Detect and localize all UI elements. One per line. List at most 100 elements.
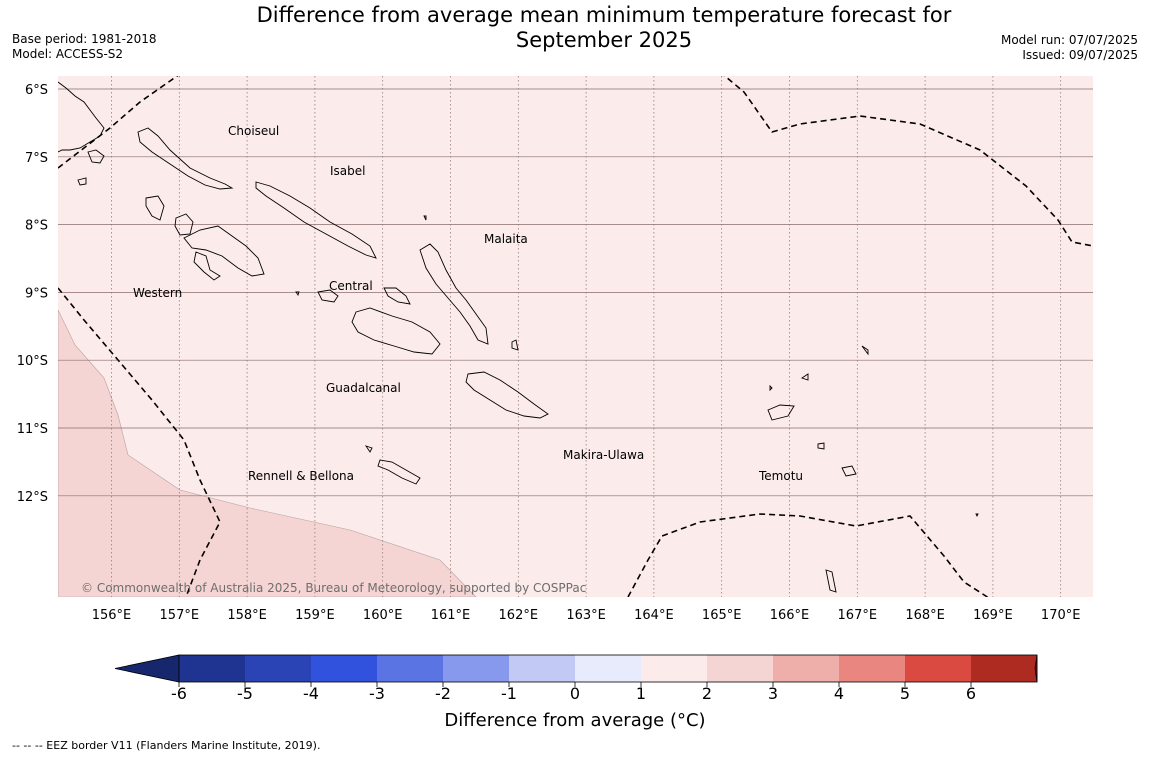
- colorbar-boxes: [114, 654, 1038, 683]
- islet: [77, 177, 87, 186]
- latitude-label: 6°S: [25, 83, 48, 98]
- temotu-islet: [817, 442, 825, 450]
- colorbar-box: [707, 655, 773, 682]
- colorbar-tick-label: -2: [435, 684, 451, 703]
- region-malaita: Malaita: [484, 232, 528, 246]
- makira-island: [465, 371, 549, 419]
- longitude-label: 162°E: [499, 608, 539, 620]
- longitude-label: 163°E: [566, 608, 606, 620]
- bougainville-coast: [58, 81, 105, 153]
- latitude-label: 7°S: [25, 151, 48, 166]
- ulawa-island: [511, 339, 519, 351]
- temotu-islet: [800, 373, 809, 381]
- latitude-labels: 6°S 7°S 8°S 9°S 10°S 11°S 12°S: [17, 83, 48, 505]
- colorbar-outline: [178, 654, 1038, 683]
- longitude-label: 160°E: [363, 608, 403, 620]
- colorbar-tick-label: 2: [702, 684, 712, 703]
- region-makira-ulawa: Makira-Ulawa: [563, 448, 644, 462]
- coastlines: [58, 81, 979, 593]
- longitude-label: 166°E: [770, 608, 810, 620]
- colorbar-tick-label: 5: [900, 684, 910, 703]
- russell-islands: [317, 289, 339, 303]
- colorbar-tick-label: 4: [834, 684, 844, 703]
- title-line-1: Difference from average mean minimum tem…: [256, 3, 952, 27]
- model-run: Model run: 07/07/2025: [1000, 33, 1138, 47]
- graticule: [58, 76, 1093, 597]
- islet: [423, 215, 427, 221]
- colorbar-ticks: -6 -5 -4 -3 -2 -1 0 1 2 3 4 5 6: [171, 682, 976, 703]
- region-rennell-bellona: Rennell & Bellona: [248, 469, 354, 483]
- western-islet: [193, 251, 221, 281]
- colorbar-tick-label: 1: [636, 684, 646, 703]
- region-temotu: Temotu: [758, 469, 803, 483]
- temotu-islet: [769, 384, 773, 392]
- region-western: Western: [133, 286, 182, 300]
- kolombangara-island: [174, 213, 194, 236]
- latitude-label: 9°S: [25, 286, 48, 301]
- region-labels: Choiseul Isabel Malaita Western Central …: [133, 124, 803, 483]
- longitude-label: 159°E: [295, 608, 335, 620]
- islet: [87, 149, 105, 164]
- latitude-label: 12°S: [17, 490, 48, 505]
- latitude-label: 8°S: [25, 219, 48, 234]
- islet: [295, 291, 300, 297]
- eez-legend-note: -- -- -- EEZ border V11 (Flanders Marine…: [12, 739, 321, 752]
- region-central: Central: [329, 279, 373, 293]
- latitude-label: 10°S: [17, 354, 48, 369]
- copyright-notice: © Commonwealth of Australia 2025, Bureau…: [81, 581, 586, 595]
- meta-right: Model run: 07/07/2025 Issued: 09/07/2025: [1001, 33, 1138, 63]
- colorbar-extend-high: [1034, 654, 1038, 683]
- colorbar-box: [245, 655, 311, 682]
- colorbar-box: [905, 655, 971, 682]
- longitude-label: 168°E: [905, 608, 945, 620]
- longitude-label: 169°E: [973, 608, 1013, 620]
- base-period: Base period: 1981-2018: [12, 32, 157, 46]
- colorbar-box: [311, 655, 377, 682]
- colorbar-tick-label: -3: [369, 684, 385, 703]
- colorbar-tick-label: 3: [768, 684, 778, 703]
- florida-islands: [383, 287, 411, 305]
- colorbar-box: [641, 655, 707, 682]
- colorbar-tick-label: 6: [966, 684, 976, 703]
- chart-title: Difference from average mean minimum tem…: [0, 3, 1150, 53]
- rennell-island: [377, 459, 421, 485]
- model-name: Model: ACCESS-S2: [12, 47, 124, 61]
- temotu-islet: [825, 569, 837, 593]
- colorbar-box: [443, 655, 509, 682]
- colorbar-tick-label: -5: [237, 684, 253, 703]
- colorbar-tick-label: -6: [171, 684, 187, 703]
- temotu-islet: [975, 513, 979, 518]
- longitude-label: 156°E: [92, 608, 132, 620]
- guadalcanal-island: [351, 307, 441, 355]
- region-choiseul: Choiseul: [228, 124, 279, 138]
- eez-border: [58, 76, 1093, 597]
- longitude-label: 157°E: [160, 608, 200, 620]
- forecast-map: 6°S 7°S 8°S 9°S 10°S 11°S 12°S 156°E 157°E 158°E…: [17, 76, 1093, 620]
- anomaly-band-1-2: [58, 309, 477, 597]
- temotu-islet: [841, 465, 857, 477]
- longitude-labels: 156°E 157°E 158°E 159°E 160°E 161°E 162°E 163°E…: [92, 608, 1081, 620]
- bellona-island: [364, 445, 373, 453]
- new-georgia-island: [183, 225, 265, 277]
- longitude-label: 158°E: [227, 608, 267, 620]
- colorbar-tick-label: -1: [501, 684, 517, 703]
- issued-date: Issued: 09/07/2025: [1022, 48, 1138, 62]
- temotu-islet: [861, 345, 869, 356]
- colorbar-box: [773, 655, 839, 682]
- region-guadalcanal: Guadalcanal: [326, 381, 401, 395]
- longitude-label: 161°E: [431, 608, 471, 620]
- latitude-label: 11°S: [17, 422, 48, 437]
- colorbar-extend-low: [114, 654, 180, 683]
- region-isabel: Isabel: [330, 164, 365, 178]
- longitude-label: 164°E: [634, 608, 674, 620]
- colorbar-box: [575, 655, 641, 682]
- colorbar-tick-label: -4: [303, 684, 319, 703]
- isabel-island: [255, 181, 377, 259]
- meta-left: Base period: 1981-2018 Model: ACCESS-S2: [12, 32, 157, 62]
- western-islet: [145, 195, 165, 221]
- colorbar-box: [179, 655, 245, 682]
- colorbar-box: [509, 655, 575, 682]
- title-line-2: September 2025: [515, 28, 693, 52]
- colorbar-tick-label: 0: [570, 684, 580, 703]
- choiseul-island: [137, 127, 234, 190]
